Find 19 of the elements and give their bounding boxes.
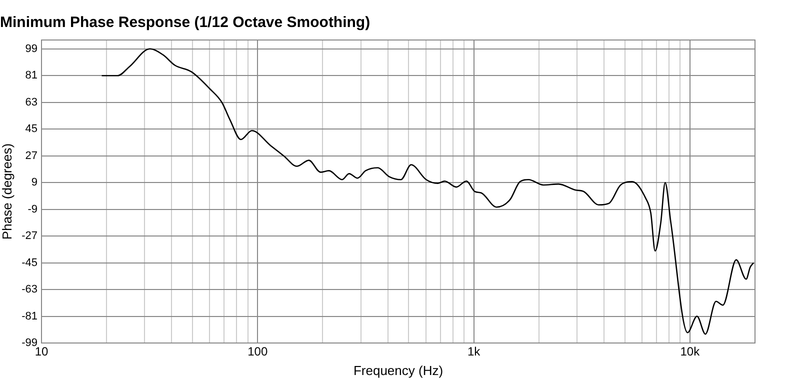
y-tick-label: -81: [22, 310, 38, 322]
x-axis-title: Frequency (Hz): [353, 362, 444, 378]
y-tick-label: 81: [25, 70, 38, 82]
y-tick-label: -45: [22, 256, 38, 269]
y-tick-label: -27: [22, 230, 38, 242]
chart-title: Minimum Phase Response (1/12 Octave Smoothing): [0, 14, 370, 32]
x-tick-label: 1k: [467, 344, 482, 359]
y-tick-label: 45: [25, 123, 38, 136]
y-axis-title: Phase (degrees): [0, 143, 14, 240]
y-tick-label: -63: [22, 284, 38, 296]
x-tick-label: 100: [248, 344, 268, 359]
x-tick-label: 10: [34, 344, 48, 359]
x-tick-label: 10k: [680, 344, 701, 359]
y-tick-label: -9: [28, 203, 38, 216]
y-tick-label: 9: [31, 176, 38, 189]
y-tick-label: -99: [22, 337, 38, 350]
y-tick-label: 63: [25, 96, 38, 108]
y-tick-label: 27: [25, 150, 38, 162]
y-tick-label: 99: [25, 42, 38, 55]
